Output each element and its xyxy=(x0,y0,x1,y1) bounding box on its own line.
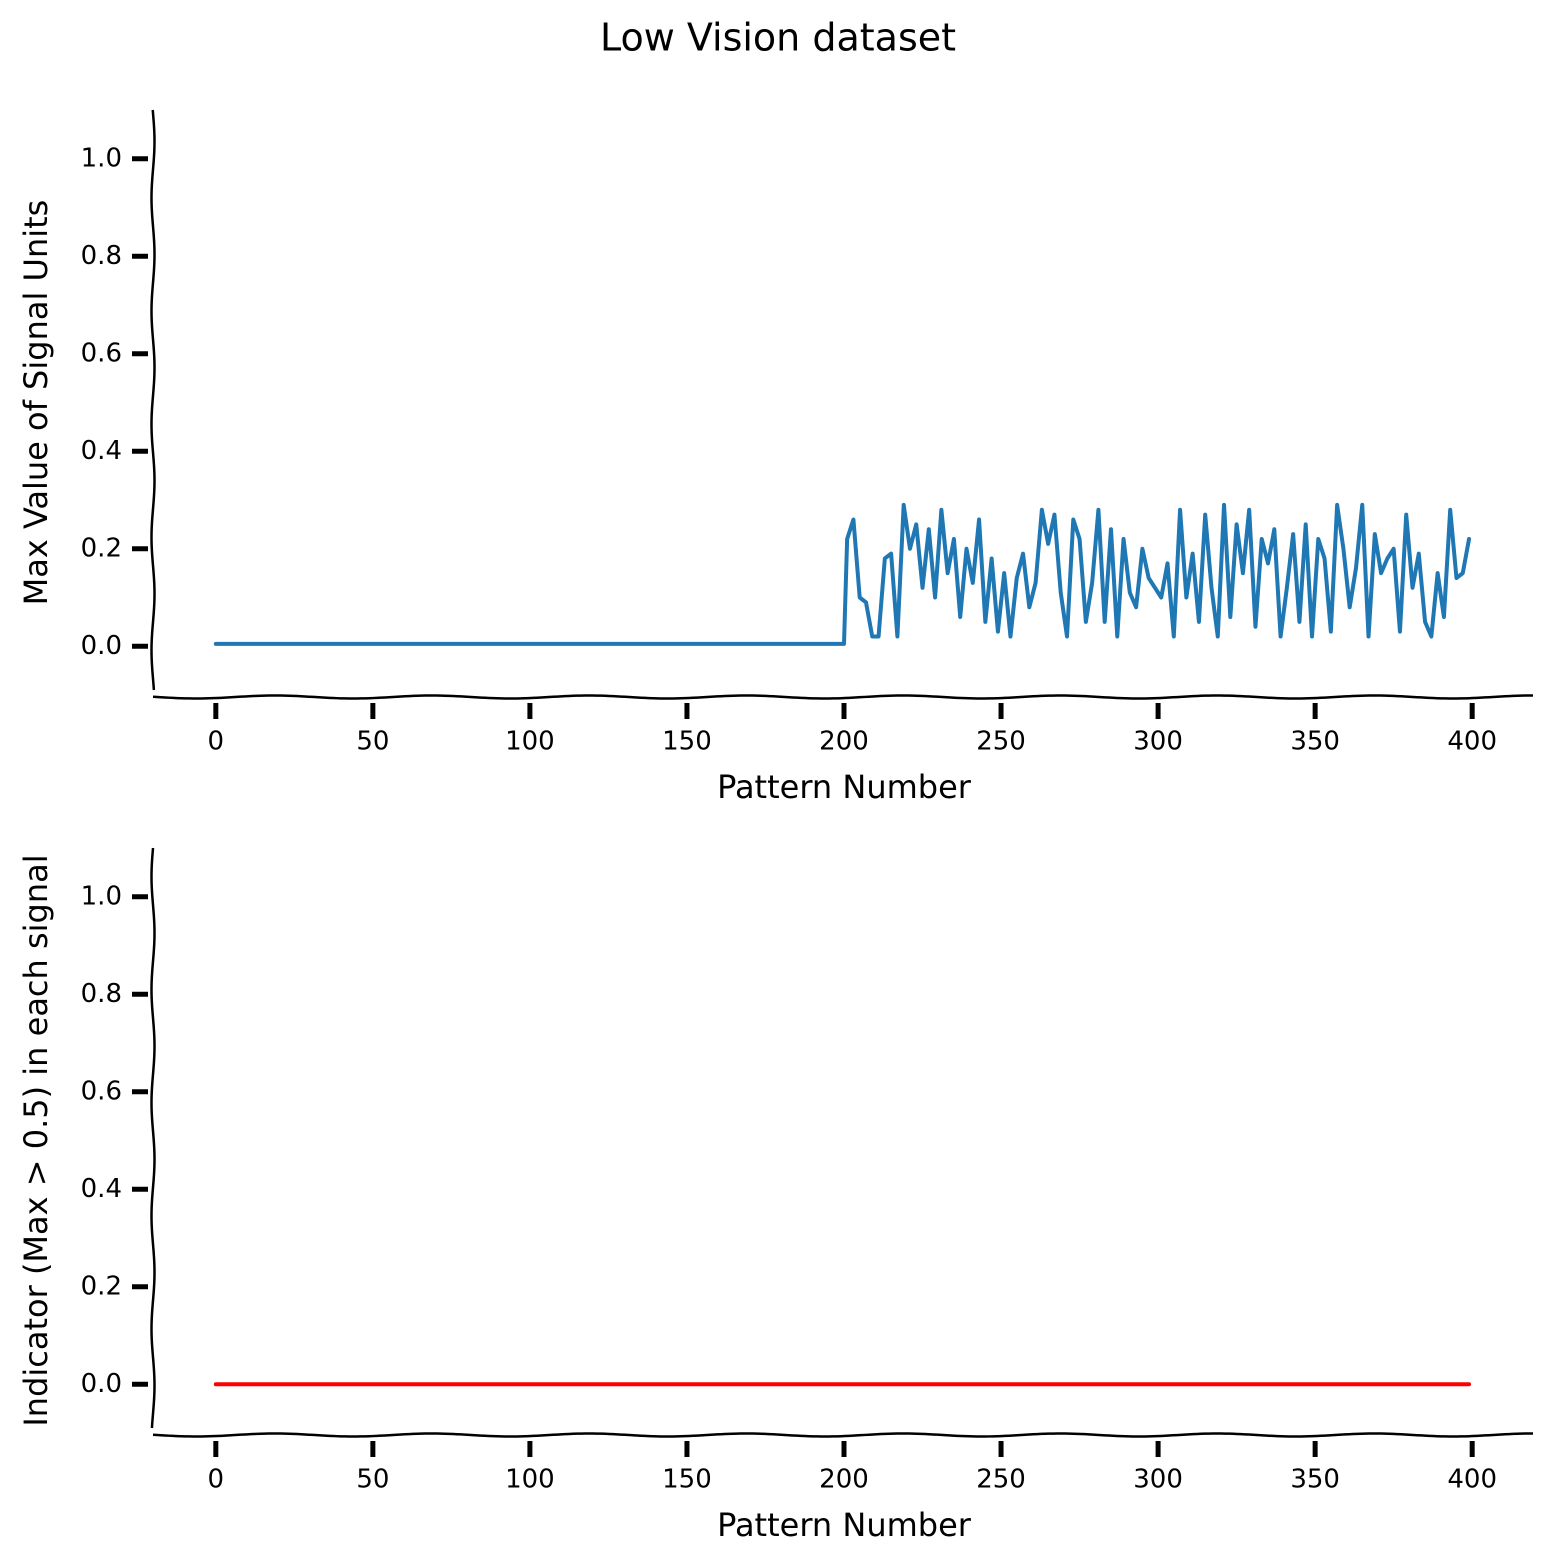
y-tick-label: 0.6 xyxy=(81,338,122,368)
x-tick-label: 400 xyxy=(1447,1465,1497,1495)
x-tick-label: 250 xyxy=(976,727,1026,757)
y-axis-label: Max Value of Signal Units xyxy=(17,200,55,606)
y-axis-label: Indicator (Max > 0.5) in each signal xyxy=(17,854,55,1426)
x-tick-label: 350 xyxy=(1290,1465,1340,1495)
y-tick-label: 0.6 xyxy=(81,1076,122,1106)
x-axis-spine xyxy=(152,694,1534,700)
x-tick-label: 0 xyxy=(208,1465,225,1495)
x-tick-label: 150 xyxy=(662,1465,712,1495)
y-axis-spine xyxy=(150,109,156,691)
x-tick-label: 200 xyxy=(819,1465,869,1495)
x-axis-label: Pattern Number xyxy=(717,1506,972,1544)
y-tick-label: 0.2 xyxy=(81,533,122,563)
x-tick-label: 100 xyxy=(505,727,555,757)
y-tick-label: 0.2 xyxy=(81,1271,122,1301)
x-axis-label: Pattern Number xyxy=(717,768,972,806)
x-tick-label: 300 xyxy=(1133,727,1183,757)
x-tick-label: 0 xyxy=(208,727,225,757)
y-tick-label: 0.4 xyxy=(81,1174,122,1204)
x-tick-label: 250 xyxy=(976,1465,1026,1495)
x-tick-label: 50 xyxy=(356,1465,389,1495)
y-axis-spine xyxy=(150,847,156,1429)
y-tick-label: 0.0 xyxy=(81,1369,122,1399)
y-tick-label: 0.8 xyxy=(81,979,122,1009)
x-tick-label: 400 xyxy=(1447,727,1497,757)
x-tick-label: 350 xyxy=(1290,727,1340,757)
x-tick-label: 300 xyxy=(1133,1465,1183,1495)
x-tick-label: 150 xyxy=(662,727,712,757)
y-tick-label: 1.0 xyxy=(81,143,122,173)
x-tick-label: 100 xyxy=(505,1465,555,1495)
y-tick-label: 0.0 xyxy=(81,631,122,661)
x-axis-spine xyxy=(152,1432,1534,1438)
figure-title: Low Vision dataset xyxy=(600,16,956,60)
y-tick-label: 0.4 xyxy=(81,436,122,466)
x-tick-label: 50 xyxy=(356,727,389,757)
data-line xyxy=(213,502,1472,646)
x-tick-label: 200 xyxy=(819,727,869,757)
y-tick-label: 0.8 xyxy=(81,241,122,271)
y-tick-label: 1.0 xyxy=(81,881,122,911)
